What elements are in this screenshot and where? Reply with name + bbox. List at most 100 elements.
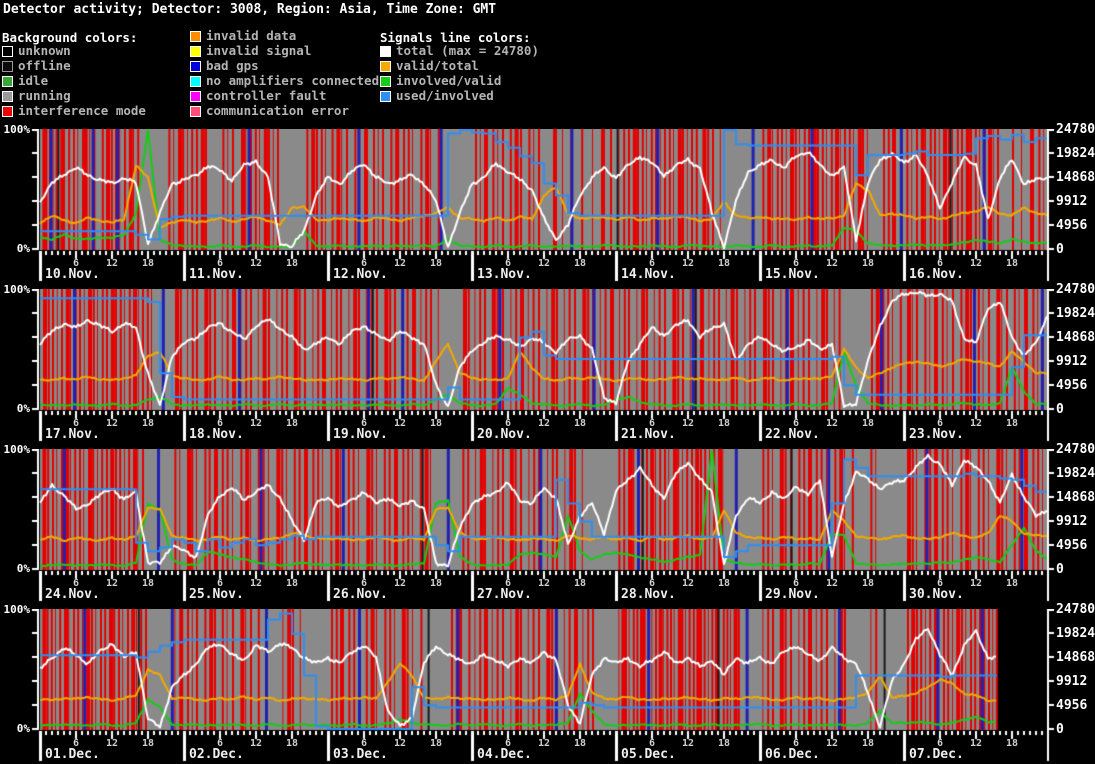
x-axis-hour-label: 6: [72, 578, 80, 589]
y-axis-right-count-label: 14868: [1056, 650, 1095, 665]
activity-strip-canvas-1: [0, 289, 1095, 447]
legend-swatch-icon: [2, 91, 13, 102]
x-axis-hour-label: 6: [72, 258, 80, 269]
x-axis-hour-label: 12: [825, 738, 839, 749]
x-axis-hour-label: 18: [285, 738, 299, 749]
x-axis-date-label: 18.Nov.: [189, 427, 244, 442]
x-axis-hour-label: 12: [249, 738, 263, 749]
x-axis-date-label: 21.Nov.: [621, 427, 676, 442]
x-axis-date-label: 23.Nov.: [909, 427, 964, 442]
activity-strip-canvas-3: [0, 609, 1095, 764]
legend-swatch-icon: [380, 91, 391, 102]
x-axis-hour-label: 6: [216, 738, 224, 749]
x-axis-hour-label: 18: [717, 418, 731, 429]
x-axis-date-label: 07.Dec.: [909, 747, 964, 762]
x-axis-date-label: 12.Nov.: [333, 267, 388, 282]
x-axis-date-label: 28.Nov.: [621, 587, 676, 602]
x-axis-hour-label: 18: [1005, 578, 1019, 589]
y-axis-right-count-label: 4956: [1056, 538, 1088, 553]
y-axis-max-label: 100%: [3, 443, 31, 456]
x-axis-hour-label: 12: [681, 258, 695, 269]
x-axis-hour-label: 18: [1005, 418, 1019, 429]
x-axis-hour-label: 12: [681, 578, 695, 589]
x-axis-hour-label: 12: [249, 258, 263, 269]
x-axis-hour-label: 18: [573, 258, 587, 269]
x-axis-hour-label: 12: [537, 578, 551, 589]
x-axis-date-label: 04.Dec.: [477, 747, 532, 762]
x-axis-date-label: 14.Nov.: [621, 267, 676, 282]
x-axis-hour-label: 12: [105, 418, 119, 429]
y-axis-max-label: 100%: [3, 123, 31, 136]
x-axis-date-label: 27.Nov.: [477, 587, 532, 602]
x-axis-hour-label: 6: [792, 738, 800, 749]
legend-swatch-icon: [2, 106, 13, 117]
x-axis-hour-label: 12: [393, 418, 407, 429]
x-axis-date-label: 16.Nov.: [909, 267, 964, 282]
x-axis-date-label: 02.Dec.: [189, 747, 244, 762]
legend-item-label: communication error: [206, 103, 349, 118]
x-axis-hour-label: 12: [105, 738, 119, 749]
x-axis-hour-label: 12: [537, 418, 551, 429]
activity-strip-canvas-0: [0, 129, 1095, 287]
legend-swatch-icon: [190, 61, 201, 72]
x-axis-hour-label: 12: [681, 738, 695, 749]
x-axis-date-label: 24.Nov.: [45, 587, 100, 602]
x-axis-hour-label: 18: [861, 418, 875, 429]
y-axis-min-label: 0%: [16, 402, 30, 415]
x-axis-hour-label: 6: [504, 578, 512, 589]
x-axis-hour-label: 18: [573, 418, 587, 429]
x-axis-date-label: 25.Nov.: [189, 587, 244, 602]
legend-item-label: used/involved: [396, 88, 494, 103]
x-axis-date-label: 22.Nov.: [765, 427, 820, 442]
y-axis-min-label: 0%: [16, 562, 30, 575]
x-axis-date-label: 17.Nov.: [45, 427, 100, 442]
x-axis-hour-label: 12: [825, 418, 839, 429]
x-axis-date-label: 03.Dec.: [333, 747, 388, 762]
legend-item-label: invalid signal: [206, 43, 312, 58]
x-axis-hour-label: 12: [537, 738, 551, 749]
y-axis-right-count-label: 19824: [1056, 626, 1095, 641]
activity-strip-canvas-2: [0, 449, 1095, 607]
x-axis-hour-label: 12: [681, 418, 695, 429]
x-axis-date-label: 10.Nov.: [45, 267, 100, 282]
x-axis-hour-label: 6: [648, 258, 656, 269]
x-axis-hour-label: 12: [249, 578, 263, 589]
x-axis-hour-label: 18: [141, 418, 155, 429]
x-axis-hour-label: 6: [792, 418, 800, 429]
x-axis-hour-label: 6: [648, 578, 656, 589]
x-axis-hour-label: 18: [1005, 258, 1019, 269]
legend-swatch-icon: [2, 61, 13, 72]
y-axis-right-count-label: 14868: [1056, 490, 1095, 505]
legend-swatch-icon: [190, 31, 201, 42]
x-axis-hour-label: 18: [429, 738, 443, 749]
x-axis-hour-label: 18: [141, 578, 155, 589]
x-axis-hour-label: 18: [285, 258, 299, 269]
x-axis-hour-label: 18: [141, 738, 155, 749]
y-axis-min-label: 0%: [16, 722, 30, 735]
x-axis-hour-label: 18: [141, 258, 155, 269]
x-axis-date-label: 15.Nov.: [765, 267, 820, 282]
y-axis-right-count-label: 14868: [1056, 170, 1095, 185]
legend-item-label: bad gps: [206, 58, 259, 73]
y-axis-right-count-label: 24780: [1056, 282, 1095, 297]
legend-item-label: running: [18, 88, 71, 103]
x-axis-date-label: 05.Dec.: [621, 747, 676, 762]
legend-swatch-icon: [380, 46, 391, 57]
x-axis-hour-label: 6: [936, 738, 944, 749]
x-axis-hour-label: 12: [969, 578, 983, 589]
x-axis-hour-label: 6: [360, 738, 368, 749]
legend-item-label: invalid data: [206, 28, 297, 43]
x-axis-date-label: 06.Dec.: [765, 747, 820, 762]
x-axis-hour-label: 6: [504, 738, 512, 749]
legend-swatch-icon: [380, 76, 391, 87]
legend-swatch-icon: [2, 76, 13, 87]
y-axis-right-count-label: 24780: [1056, 122, 1095, 137]
legend-swatch-icon: [190, 106, 201, 117]
x-axis-hour-label: 6: [792, 258, 800, 269]
legend-header-2: Signals line colors:: [380, 30, 531, 45]
x-axis-hour-label: 12: [969, 738, 983, 749]
x-axis-hour-label: 6: [504, 418, 512, 429]
x-axis-hour-label: 6: [72, 738, 80, 749]
y-axis-right-count-label: 19824: [1056, 306, 1095, 321]
